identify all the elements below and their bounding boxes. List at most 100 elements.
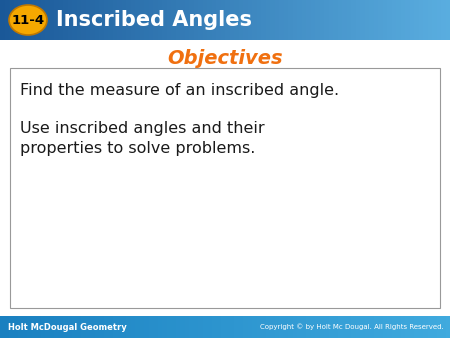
Text: Holt McDougal Geometry: Holt McDougal Geometry	[8, 322, 127, 332]
Bar	[387, 0, 392, 40]
Bar	[369, 0, 374, 40]
Bar	[356, 0, 360, 40]
Bar	[76, 316, 81, 338]
Bar	[436, 316, 441, 338]
Bar	[32, 0, 36, 40]
Bar	[99, 316, 104, 338]
Bar	[230, 316, 234, 338]
Bar	[126, 0, 131, 40]
Bar	[306, 0, 311, 40]
Bar	[248, 316, 252, 338]
Bar	[279, 316, 284, 338]
Bar	[207, 0, 212, 40]
Bar	[284, 0, 288, 40]
Bar	[63, 0, 68, 40]
Bar	[410, 0, 414, 40]
Bar	[360, 0, 365, 40]
Bar	[405, 316, 410, 338]
Bar	[302, 316, 306, 338]
Bar	[36, 0, 41, 40]
Bar	[212, 0, 216, 40]
Bar	[135, 0, 140, 40]
Bar	[81, 316, 86, 338]
Bar	[338, 316, 342, 338]
Bar	[256, 0, 261, 40]
Bar	[94, 316, 99, 338]
Bar	[40, 0, 45, 40]
Bar	[94, 0, 99, 40]
Bar	[117, 316, 122, 338]
Bar	[270, 316, 275, 338]
Bar	[396, 316, 401, 338]
Bar	[216, 0, 221, 40]
Bar	[202, 316, 207, 338]
Bar	[140, 316, 144, 338]
Bar	[112, 0, 117, 40]
Bar	[441, 0, 446, 40]
Bar	[4, 0, 9, 40]
Text: properties to solve problems.: properties to solve problems.	[20, 141, 256, 155]
Bar	[27, 0, 32, 40]
Ellipse shape	[9, 5, 47, 35]
Bar	[212, 316, 216, 338]
Bar	[418, 316, 423, 338]
Bar	[432, 316, 437, 338]
Bar	[405, 0, 410, 40]
Bar	[207, 316, 212, 338]
Bar	[414, 0, 419, 40]
Bar	[122, 0, 126, 40]
Bar	[22, 0, 27, 40]
Bar	[310, 316, 315, 338]
Bar	[176, 316, 180, 338]
Bar	[40, 316, 45, 338]
Bar	[9, 316, 14, 338]
Text: Find the measure of an inscribed angle.: Find the measure of an inscribed angle.	[20, 82, 339, 97]
Text: Use inscribed angles and their: Use inscribed angles and their	[20, 121, 265, 136]
Bar	[220, 316, 225, 338]
Bar	[135, 316, 140, 338]
Bar	[104, 0, 108, 40]
Bar	[54, 316, 59, 338]
Bar	[0, 40, 450, 316]
Bar	[423, 0, 428, 40]
Bar	[45, 316, 50, 338]
Bar	[216, 316, 221, 338]
Bar	[153, 0, 158, 40]
Bar	[342, 316, 347, 338]
Bar	[50, 0, 54, 40]
Bar	[328, 316, 333, 338]
Bar	[158, 316, 162, 338]
Bar	[310, 0, 315, 40]
Bar	[122, 316, 126, 338]
Bar	[184, 316, 189, 338]
Bar	[315, 0, 320, 40]
Bar	[428, 0, 432, 40]
Bar	[432, 0, 437, 40]
Bar	[68, 0, 72, 40]
Bar	[374, 316, 378, 338]
Bar	[112, 316, 117, 338]
Bar	[333, 0, 338, 40]
Bar	[360, 316, 365, 338]
Bar	[410, 316, 414, 338]
Bar	[27, 316, 32, 338]
Bar	[266, 316, 270, 338]
Bar	[14, 316, 18, 338]
Bar	[436, 0, 441, 40]
Bar	[194, 316, 198, 338]
Bar	[252, 0, 257, 40]
Bar	[162, 0, 167, 40]
Bar	[266, 0, 270, 40]
Bar	[166, 0, 171, 40]
Bar	[184, 0, 189, 40]
Bar	[351, 316, 356, 338]
Bar	[90, 0, 95, 40]
Bar	[176, 0, 180, 40]
Bar	[364, 0, 369, 40]
Bar	[36, 316, 41, 338]
Bar	[324, 316, 329, 338]
Bar	[428, 316, 432, 338]
Bar	[104, 316, 108, 338]
Bar	[140, 0, 144, 40]
Text: Copyright © by Holt Mc Dougal. All Rights Reserved.: Copyright © by Holt Mc Dougal. All Right…	[260, 324, 444, 330]
